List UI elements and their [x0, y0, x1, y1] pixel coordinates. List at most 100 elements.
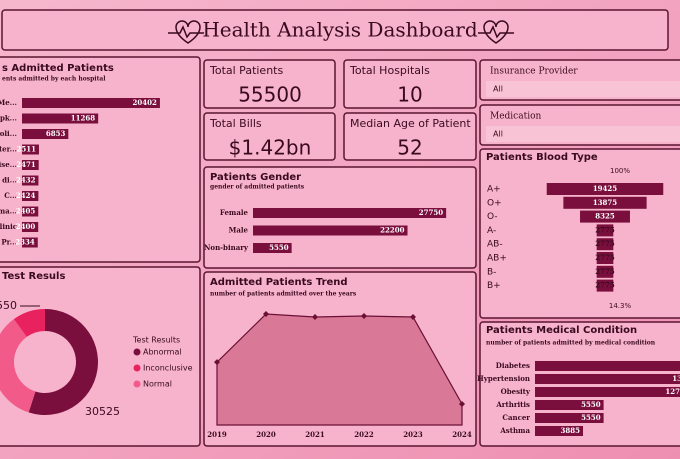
funnel-bar [596, 252, 614, 264]
funnel-bar [596, 265, 614, 278]
point [459, 400, 465, 407]
value-label: 13875 [593, 198, 617, 207]
chart-subtitle: gender of admitted patients [210, 184, 305, 191]
legend-marker [133, 348, 141, 356]
funnel-bar [596, 238, 614, 251]
filter-label: Insurance Provider [490, 67, 578, 77]
annotation: 100% [610, 167, 630, 175]
funnel-bar [563, 196, 647, 209]
bar [253, 225, 408, 236]
value-label: 5550 [269, 243, 289, 252]
chart-subtitle: ents admitted by each hospital [2, 76, 106, 83]
value-label: 2334 [15, 238, 35, 247]
category-label: pk... [0, 114, 17, 123]
point [361, 312, 367, 319]
kpi-label: Median Age of Patient [350, 117, 471, 130]
heart-icon [478, 20, 514, 44]
x-tick-label: 2021 [305, 430, 325, 439]
kpi-value: 55500 [238, 83, 302, 107]
chart-title: Test Resuls [2, 271, 65, 282]
bar [22, 113, 99, 124]
value-label: 2775 [595, 253, 615, 262]
kpi-value: 52 [397, 136, 422, 160]
legend-title: Test Results [132, 336, 180, 345]
value-label: 11268 [71, 114, 95, 123]
funnel-bar [580, 210, 630, 223]
category-label: AB- [487, 240, 503, 250]
value-label: 2405 [16, 207, 36, 216]
category-label: ise... [0, 160, 17, 169]
category-label: O- [487, 212, 498, 222]
filter-value[interactable]: All [493, 130, 503, 139]
category-label: Arthritis [495, 400, 530, 409]
filter-box[interactable] [486, 81, 680, 97]
value-label: 3885 [561, 426, 581, 435]
bar [22, 160, 39, 170]
x-tick-label: 2019 [207, 430, 227, 439]
bar [22, 144, 39, 155]
funnel-bar [596, 279, 614, 292]
value-label: 2775 [595, 225, 615, 234]
point [214, 359, 220, 366]
category-label: Diabetes [496, 361, 530, 370]
value-label: 20402 [133, 98, 157, 107]
category-label: A- [487, 226, 496, 236]
value-label: 2471 [16, 160, 36, 169]
x-tick-label: 2020 [256, 430, 276, 439]
value-label: 5550 [581, 413, 601, 422]
legend-label: Inconclusive [143, 364, 193, 373]
title-bar [1, 9, 669, 51]
category-label: A+ [487, 185, 501, 195]
bar [535, 387, 680, 397]
value-label: 2400 [16, 222, 36, 231]
bar [253, 243, 292, 253]
kpi-card [343, 59, 477, 109]
category-label: ma... [0, 207, 17, 216]
value-label: 2432 [16, 176, 36, 185]
category-label: AB+ [487, 254, 507, 264]
value-label: 19425 [593, 184, 617, 193]
bar [535, 374, 680, 384]
value-label: 2775 [595, 239, 615, 248]
panel [0, 266, 201, 447]
kpi-value: $1.42bn [229, 136, 312, 160]
value-label: 5550 [581, 400, 601, 409]
point [410, 313, 416, 320]
value-label: 27750 [419, 208, 443, 217]
bar [22, 98, 160, 108]
kpi-label: Total Patients [209, 64, 283, 77]
donut-segment [13, 309, 45, 337]
kpi-card [203, 59, 336, 109]
category-label: oli... [0, 129, 17, 138]
category-label: Pr... [1, 238, 17, 247]
filter-box[interactable] [486, 126, 680, 142]
category-label: Asthma [499, 426, 530, 435]
value-label: 22200 [380, 226, 404, 235]
bar [22, 175, 39, 186]
point [312, 313, 318, 320]
bar [22, 222, 39, 232]
bar [22, 191, 39, 201]
x-tick-label: 2024 [452, 430, 472, 439]
filter-label: Medication [490, 112, 542, 122]
value-label: 2775 [595, 281, 615, 290]
value-label: 6853 [46, 129, 66, 138]
bar [22, 129, 69, 139]
chart-title: Patients Blood Type [486, 152, 598, 163]
category-label: ter... [0, 145, 17, 154]
category-label: O+ [487, 198, 502, 208]
category-label: Me... [0, 98, 17, 107]
legend-marker [133, 380, 141, 388]
panel [0, 56, 201, 263]
chart-subtitle: number of patients admitted over the yea… [210, 291, 357, 298]
value-label: 12765 [665, 387, 680, 396]
kpi-label: Total Bills [209, 117, 262, 130]
chart-title: Admitted Patients Trend [210, 277, 348, 288]
chart-title: Patients Gender [210, 172, 301, 183]
filter-value[interactable]: All [493, 85, 503, 94]
value-label: 8325 [595, 212, 615, 221]
legend-marker [133, 364, 141, 372]
donut-segment [28, 309, 98, 415]
